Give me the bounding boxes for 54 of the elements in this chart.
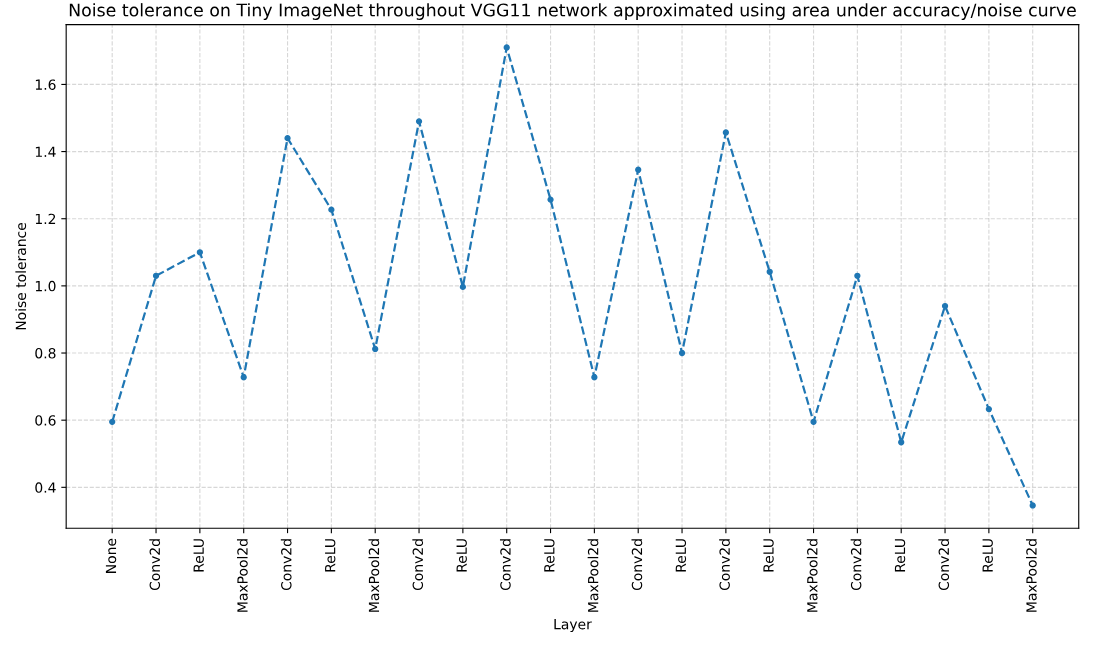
point — [240, 374, 247, 381]
y-tick-label: 1.0 — [35, 280, 56, 292]
point — [635, 166, 642, 173]
point — [109, 418, 116, 425]
point — [810, 418, 817, 425]
y-tick-label: 1.4 — [35, 146, 56, 157]
point — [328, 206, 335, 213]
y-tick-label: 1.6 — [35, 79, 56, 90]
point — [415, 118, 423, 125]
x-tick-label: MaxPool2d — [587, 539, 599, 612]
x-tick-label: ReLU — [456, 539, 467, 572]
y-tick-label: 0.4 — [35, 482, 56, 493]
x-tick-label: MaxPool2d — [806, 539, 818, 612]
y-tick-label: 1.2 — [35, 213, 56, 224]
x-tick-label: ReLU — [675, 539, 687, 572]
x-tick-label: None — [105, 538, 117, 573]
x-tick-label: Conv2d — [631, 539, 643, 591]
point — [152, 272, 160, 279]
point — [678, 349, 686, 357]
point — [766, 268, 773, 275]
x-tick-label: Conv2d — [280, 539, 292, 591]
x-tick-label: Conv2d — [719, 539, 730, 591]
x-tick-label: ReLU — [894, 539, 906, 572]
x-tick-label: ReLU — [544, 539, 555, 572]
x-tick-label: Conv2d — [499, 539, 511, 591]
point — [854, 272, 861, 279]
point — [284, 135, 291, 142]
x-tick-label: Conv2d — [850, 539, 862, 591]
x-tick-label: Conv2d — [149, 539, 161, 591]
point — [503, 44, 510, 51]
x-tick-label: ReLU — [325, 539, 336, 572]
x-tick-label: Conv2d — [938, 539, 950, 591]
point — [372, 345, 379, 353]
x-axis-title: Layer — [554, 619, 592, 633]
x-tick-label: MaxPool2d — [368, 539, 380, 612]
x-tick-label: MaxPool2d — [1025, 539, 1037, 612]
x-tick-label: ReLU — [193, 539, 204, 572]
y-tick-label: 0.6 — [35, 415, 56, 426]
x-tick-label: ReLU — [763, 539, 774, 572]
point — [547, 196, 554, 203]
point — [898, 439, 905, 446]
point — [459, 283, 466, 291]
y-tick-label: 0.8 — [35, 347, 56, 359]
point — [196, 249, 203, 256]
point — [722, 129, 729, 136]
point — [591, 374, 598, 381]
point — [1029, 502, 1036, 509]
y-axis-title: Noise tolerance — [15, 222, 27, 330]
point — [985, 405, 993, 413]
point — [941, 302, 949, 310]
x-tick-label: ReLU — [982, 539, 993, 572]
chart-title: Noise tolerance on Tiny ImageNet throughout VGG11 network approximated using area under accuracy/noise curve — [69, 3, 1076, 20]
x-tick-label: Conv2d — [412, 539, 424, 591]
x-tick-label: MaxPool2d — [236, 539, 248, 612]
